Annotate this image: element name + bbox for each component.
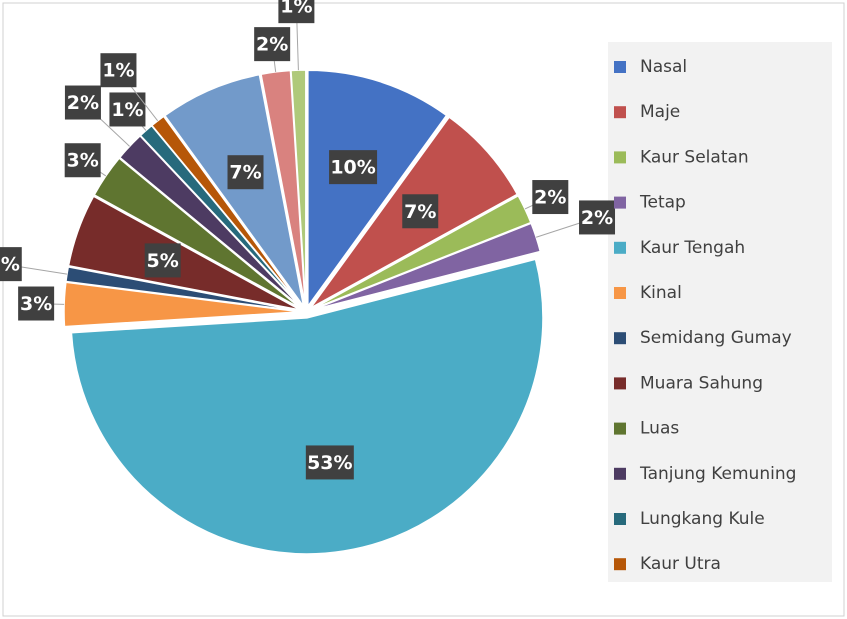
legend-swatch <box>614 106 626 119</box>
legend-swatch <box>614 151 626 164</box>
label-box <box>64 85 101 120</box>
legend-label: Lungkang Kule <box>640 509 765 529</box>
data-label: 2% <box>534 187 566 209</box>
leader-line <box>296 20 299 71</box>
legend-label: Muara Sahung <box>640 373 763 393</box>
data-label: 53% <box>307 452 352 474</box>
pie-slice <box>67 195 301 311</box>
label-box <box>18 286 55 321</box>
label-box <box>305 445 354 480</box>
data-label: 1% <box>102 60 134 82</box>
label-box <box>64 143 101 178</box>
label-box <box>144 243 181 278</box>
leader-line <box>126 80 159 122</box>
legend-label: Luas <box>640 419 679 439</box>
data-label: 3% <box>67 150 99 172</box>
legend-label: Tanjung Kemuning <box>639 464 796 484</box>
legend-swatch <box>614 558 626 571</box>
leader-line <box>17 265 68 275</box>
label-box <box>278 0 315 24</box>
label-box <box>532 180 569 215</box>
label-box <box>329 150 378 185</box>
legend-swatch <box>614 196 626 209</box>
legend-swatch <box>614 61 626 73</box>
legend-swatch <box>614 422 626 435</box>
pie-slice <box>163 73 305 307</box>
label-box <box>227 155 264 190</box>
data-label: 2% <box>67 92 99 114</box>
data-label: 3% <box>20 293 52 315</box>
data-label: 1% <box>280 0 312 18</box>
label-box <box>100 53 137 88</box>
legend-label: Semidang Gumay <box>640 328 792 348</box>
label-box <box>254 27 291 62</box>
legend-label: Nasal <box>640 57 687 77</box>
data-label: 1% <box>111 99 143 121</box>
legend-swatch <box>614 467 626 480</box>
legend-label: Kinal <box>640 283 682 303</box>
label-box <box>579 200 616 235</box>
label-box <box>109 92 146 127</box>
data-label: 2% <box>581 207 613 229</box>
leader-line <box>536 221 584 238</box>
data-label: 2% <box>256 34 288 56</box>
pie-slice <box>63 281 301 328</box>
legend-swatch <box>614 513 626 525</box>
legend-swatch <box>614 377 626 390</box>
pie-slice <box>307 69 448 309</box>
label-box <box>402 194 439 229</box>
legend-swatch <box>614 241 626 254</box>
data-label: 7% <box>229 162 261 184</box>
legend-swatch <box>614 332 626 345</box>
pie-slice <box>70 258 544 555</box>
legend-label: Kaur Tengah <box>640 238 745 258</box>
pie-slice <box>150 115 303 308</box>
legend-box <box>608 42 832 582</box>
pie-slice <box>311 194 532 311</box>
data-label: 10% <box>330 157 375 179</box>
label-box <box>0 247 22 282</box>
legend-label: Kaur Utra <box>640 554 721 574</box>
data-label: 7% <box>404 201 436 223</box>
legend-label: Kaur Selatan <box>640 147 749 167</box>
legend-swatch <box>614 287 626 299</box>
pie-slice <box>290 69 307 307</box>
legend-label: Tetap <box>639 193 686 213</box>
legend-label: Maje <box>640 102 680 122</box>
data-label: 5% <box>147 250 179 272</box>
data-label: 1% <box>0 254 20 276</box>
